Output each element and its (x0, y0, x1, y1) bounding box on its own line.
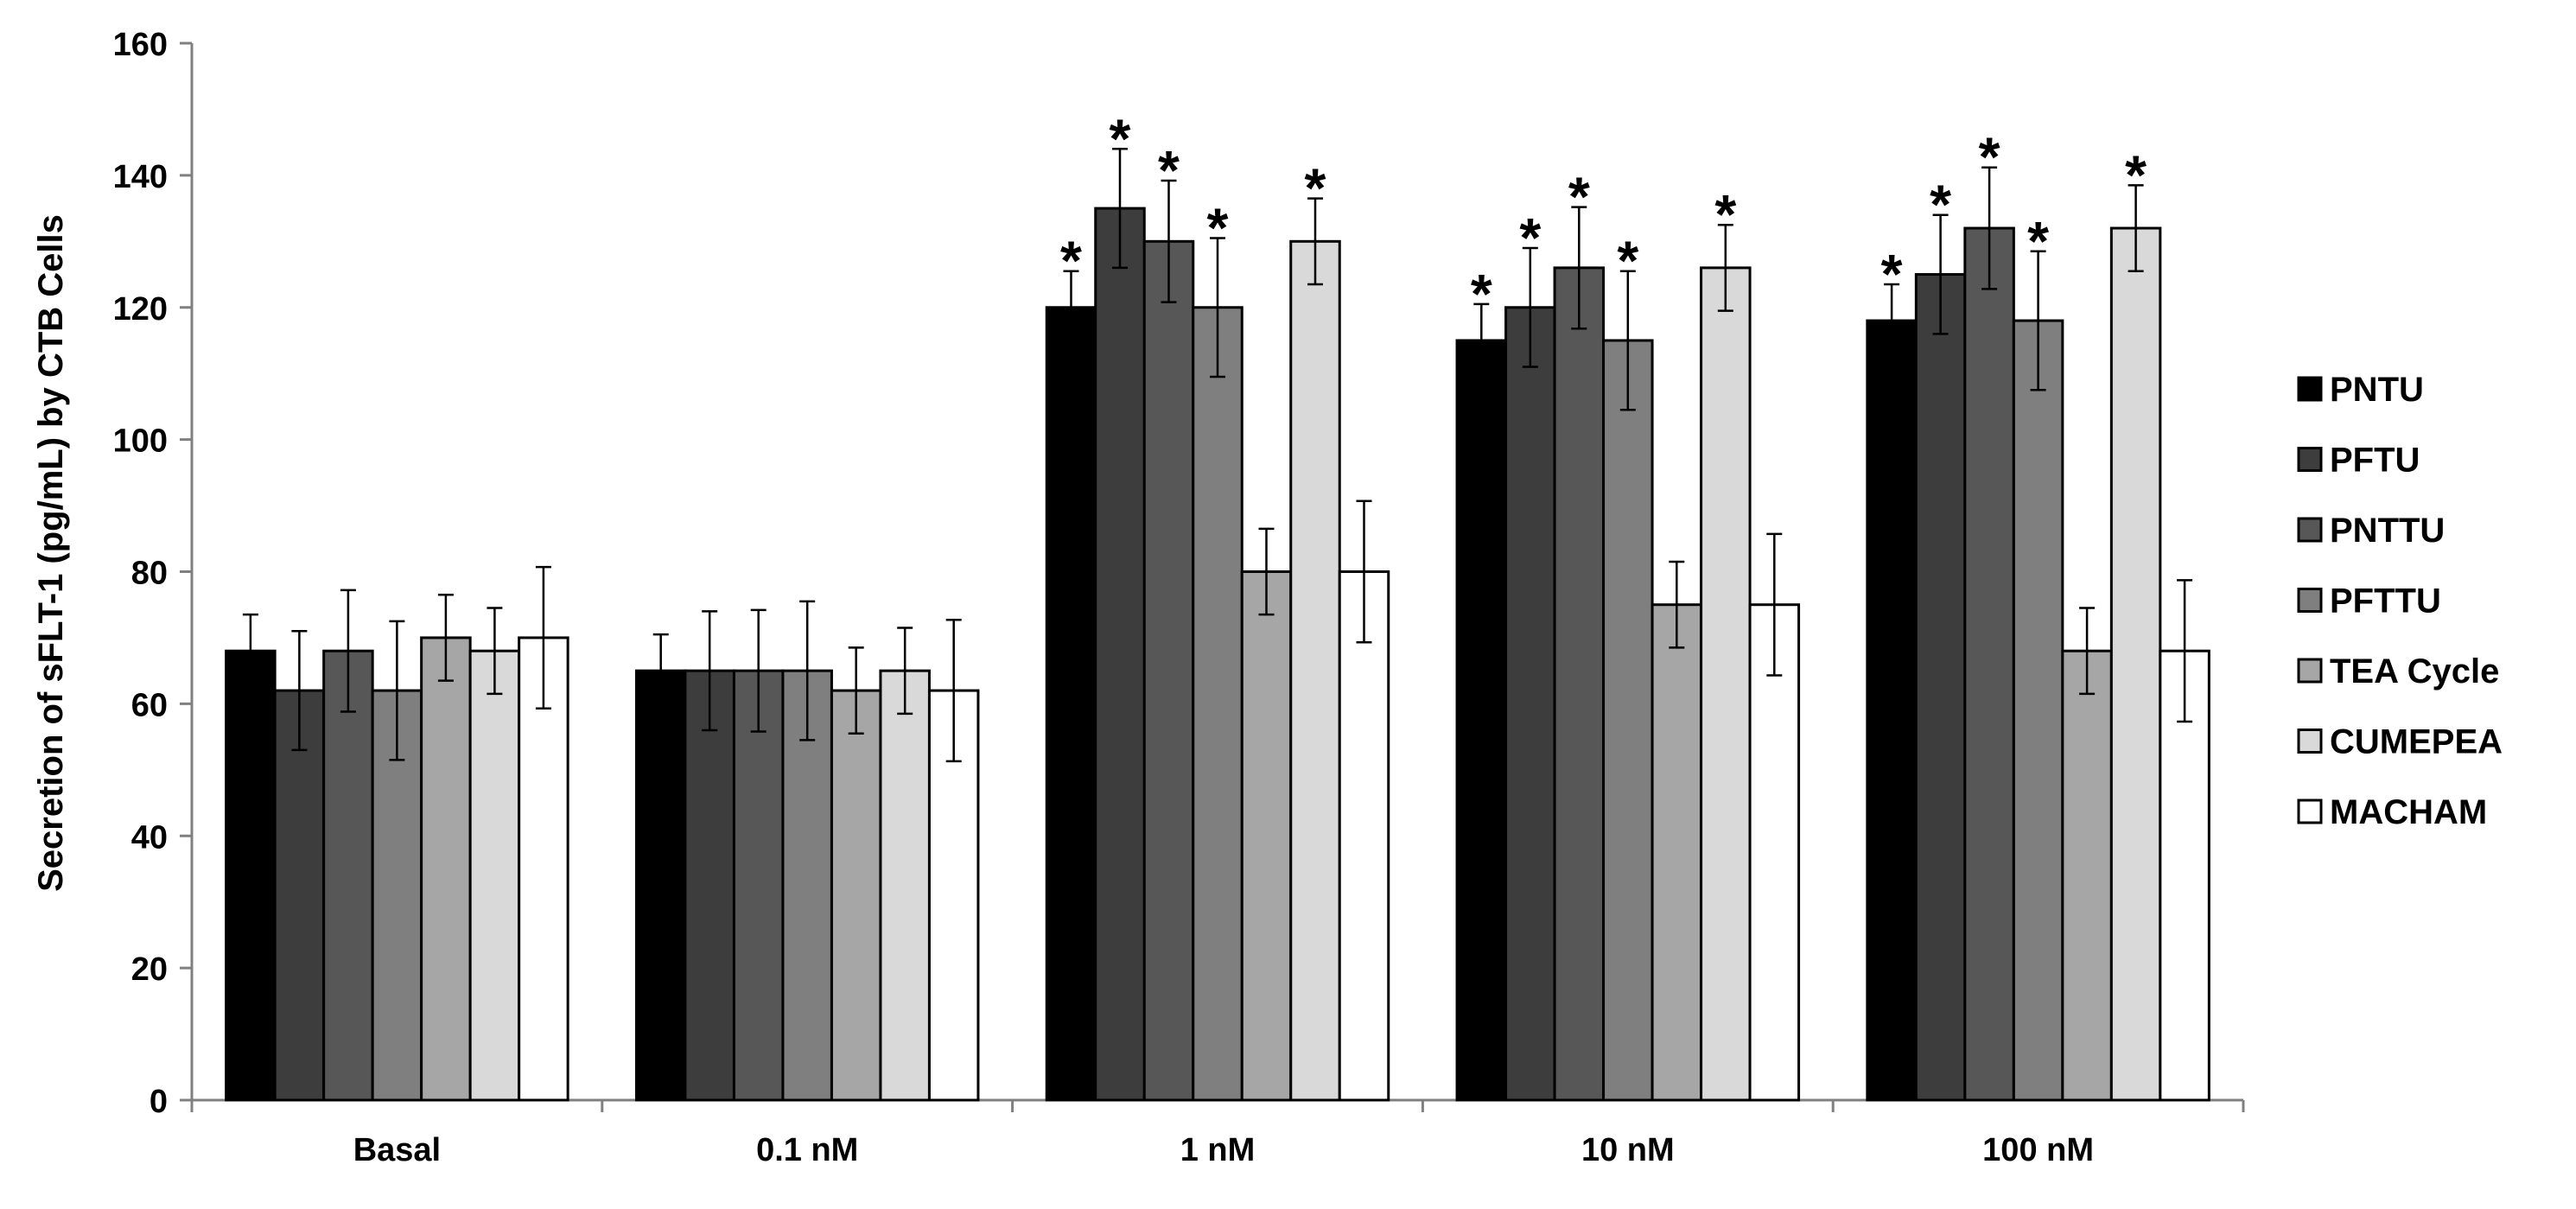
bar (2061, 649, 2113, 1102)
bar (732, 669, 785, 1102)
bar (1045, 306, 1097, 1102)
bar (684, 669, 735, 1102)
y-tick-label: 60 (131, 687, 168, 723)
bar (1455, 339, 1508, 1102)
bar (1240, 570, 1293, 1102)
significance-asterisk: * (1519, 207, 1541, 269)
y-tick-label: 0 (149, 1084, 168, 1120)
bar (1963, 226, 2015, 1102)
legend-swatch (2297, 447, 2323, 472)
significance-asterisk: * (1568, 166, 1590, 228)
legend-label: TEA Cycle (2330, 652, 2499, 690)
legend-label: PFTU (2330, 442, 2420, 480)
y-tick-label: 100 (113, 423, 168, 460)
legend-swatch (2297, 658, 2323, 684)
bar (2109, 226, 2162, 1102)
legend-swatch (2297, 517, 2323, 543)
significance-asterisk: * (1617, 230, 1638, 292)
bar (1748, 603, 1801, 1102)
bar (273, 689, 326, 1102)
bar (1289, 239, 1341, 1102)
legend-swatch (2297, 588, 2323, 613)
legend-label: PFTTU (2330, 582, 2441, 620)
bar (518, 636, 569, 1102)
bar (830, 689, 882, 1102)
significance-asterisk: * (1930, 174, 1951, 236)
legend-swatch (2297, 729, 2323, 754)
labels-layer: 0 20 40 60 80 100 120 140 160 Basal 0.1 nM * * * * * 1 n… (113, 27, 2147, 1168)
bar (781, 669, 833, 1102)
significance-asterisk: * (1110, 107, 1131, 169)
x-tick-label: 0.1 nM (756, 1132, 858, 1168)
legend-swatch (2297, 376, 2323, 402)
legend-label: MACHAM (2330, 793, 2487, 831)
bars-layer (225, 148, 2210, 1102)
y-axis-title: Secretion of sFLT-1 (pg/mL) by CTB Cells (32, 214, 70, 892)
significance-asterisk: * (1714, 183, 1736, 245)
bar (879, 669, 931, 1102)
x-tick-label: 100 nM (1982, 1132, 2094, 1168)
bar (1700, 266, 1752, 1102)
bar (634, 669, 687, 1102)
significance-asterisk: * (1305, 157, 1326, 220)
legend: PNTU PFTU PNTTU PFTTU TEA Cycle CUMEPEA MACHAM (2297, 371, 2503, 831)
y-tick-label: 160 (113, 27, 168, 63)
significance-asterisk: * (1471, 263, 1492, 325)
significance-asterisk: * (1060, 230, 1082, 292)
significance-asterisk: * (1158, 139, 1180, 201)
bar (1142, 239, 1195, 1102)
bar (1504, 306, 1556, 1102)
legend-label: PNTTU (2330, 512, 2445, 550)
bar (1602, 339, 1654, 1102)
bar (420, 636, 472, 1102)
bar (1192, 306, 1243, 1102)
significance-asterisk: * (1979, 126, 2000, 188)
bar (2012, 319, 2064, 1102)
bar (1338, 570, 1390, 1102)
bar (468, 649, 521, 1102)
y-tick-label: 20 (131, 951, 168, 988)
y-tick-label: 120 (113, 291, 168, 328)
bar (225, 649, 277, 1102)
x-tick-label: Basal (353, 1132, 441, 1168)
legend-label: CUMEPEA (2330, 723, 2503, 761)
significance-asterisk: * (1207, 196, 1229, 258)
bar (1651, 603, 1703, 1102)
x-tick-label: 10 nM (1581, 1132, 1675, 1168)
bar (2159, 649, 2210, 1102)
bar (1094, 207, 1146, 1102)
significance-asterisk: * (1881, 243, 1903, 305)
bar (322, 649, 374, 1102)
y-tick-label: 40 (131, 819, 168, 856)
x-tick-label: 1 nM (1180, 1132, 1256, 1168)
legend-label: PNTU (2330, 371, 2424, 409)
y-tick-label: 80 (131, 556, 168, 592)
significance-asterisk: * (2125, 143, 2147, 206)
bar (1866, 319, 1918, 1102)
bar (1914, 273, 1967, 1102)
significance-asterisk: * (2027, 210, 2049, 272)
legend-swatch (2297, 799, 2323, 824)
bar (1553, 266, 1606, 1102)
y-tick-label: 140 (113, 159, 168, 195)
